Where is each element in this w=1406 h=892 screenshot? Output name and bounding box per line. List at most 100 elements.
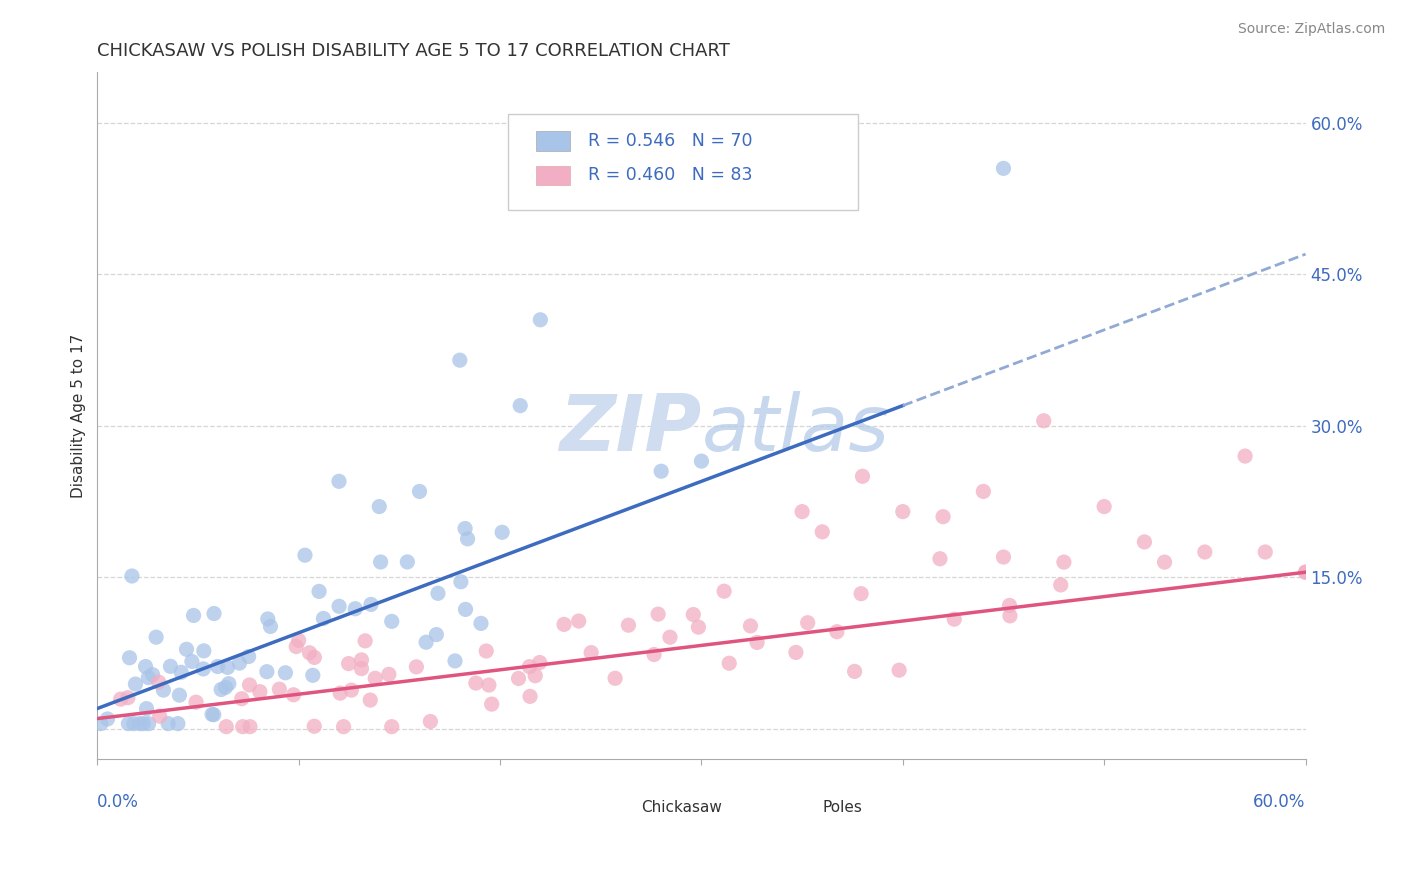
- Point: [1092, 500, 1115, 514]
- Point: [579, 646, 602, 660]
- Point: [932, 509, 955, 524]
- Point: [340, 683, 363, 698]
- Point: [308, 584, 330, 599]
- Point: [415, 635, 437, 649]
- Point: [370, 555, 392, 569]
- Point: [329, 686, 352, 700]
- Point: [215, 720, 238, 734]
- Point: [96, 712, 118, 726]
- Point: [124, 677, 146, 691]
- Point: [259, 619, 281, 633]
- Point: [478, 678, 501, 692]
- Point: [368, 500, 391, 514]
- FancyBboxPatch shape: [508, 113, 859, 210]
- Text: R = 0.460   N = 83: R = 0.460 N = 83: [588, 167, 752, 185]
- Point: [138, 716, 160, 731]
- Point: [509, 399, 531, 413]
- Point: [152, 683, 174, 698]
- Point: [643, 648, 665, 662]
- Point: [256, 612, 278, 626]
- Point: [118, 650, 141, 665]
- Text: R = 0.546   N = 70: R = 0.546 N = 70: [588, 132, 752, 150]
- Point: [617, 618, 640, 632]
- Point: [169, 688, 191, 702]
- Point: [713, 584, 735, 599]
- Point: [157, 716, 180, 731]
- Point: [312, 611, 335, 625]
- Point: [360, 598, 382, 612]
- Point: [491, 525, 513, 540]
- Point: [350, 653, 373, 667]
- Text: CHICKASAW VS POLISH DISABILITY AGE 5 TO 17 CORRELATION CHART: CHICKASAW VS POLISH DISABILITY AGE 5 TO …: [97, 42, 730, 60]
- Point: [529, 313, 551, 327]
- Point: [128, 716, 150, 731]
- Point: [283, 688, 305, 702]
- Point: [849, 587, 872, 601]
- Point: [285, 640, 308, 654]
- Point: [304, 650, 326, 665]
- Text: atlas: atlas: [702, 392, 890, 467]
- Point: [359, 693, 381, 707]
- Point: [419, 714, 441, 729]
- Point: [1295, 565, 1317, 579]
- Point: [328, 475, 350, 489]
- Text: Poles: Poles: [823, 799, 862, 814]
- Point: [344, 601, 367, 615]
- Text: Chickasaw: Chickasaw: [641, 799, 721, 814]
- Point: [249, 684, 271, 698]
- Point: [274, 665, 297, 680]
- Point: [785, 645, 807, 659]
- Point: [256, 665, 278, 679]
- Point: [740, 619, 762, 633]
- Point: [524, 669, 547, 683]
- Point: [943, 612, 966, 626]
- Point: [228, 656, 250, 670]
- Point: [298, 646, 321, 660]
- Point: [176, 642, 198, 657]
- Point: [207, 659, 229, 673]
- Point: [457, 532, 479, 546]
- Point: [337, 657, 360, 671]
- Point: [378, 667, 401, 681]
- FancyBboxPatch shape: [782, 796, 820, 817]
- Text: 0.0%: 0.0%: [97, 793, 139, 812]
- Point: [811, 524, 834, 539]
- Point: [796, 615, 818, 630]
- Point: [475, 644, 498, 658]
- Point: [217, 660, 239, 674]
- Point: [825, 624, 848, 639]
- Point: [121, 569, 143, 583]
- Point: [138, 671, 160, 685]
- Text: 60.0%: 60.0%: [1253, 793, 1306, 812]
- Point: [603, 671, 626, 685]
- FancyBboxPatch shape: [536, 131, 569, 151]
- Point: [568, 614, 591, 628]
- Point: [238, 649, 260, 664]
- Point: [132, 716, 155, 731]
- Point: [650, 464, 672, 478]
- Point: [149, 709, 172, 723]
- Point: [929, 551, 952, 566]
- Point: [887, 663, 910, 677]
- Point: [332, 720, 354, 734]
- Point: [193, 662, 215, 676]
- Point: [993, 549, 1015, 564]
- Point: [232, 720, 254, 734]
- Point: [405, 660, 427, 674]
- Point: [238, 678, 260, 692]
- Point: [142, 667, 165, 681]
- Point: [350, 662, 373, 676]
- Point: [354, 633, 377, 648]
- Point: [519, 690, 541, 704]
- Point: [180, 655, 202, 669]
- Point: [231, 691, 253, 706]
- Point: [328, 599, 350, 614]
- Point: [891, 505, 914, 519]
- Point: [481, 697, 503, 711]
- Point: [364, 671, 387, 685]
- Point: [454, 522, 477, 536]
- Point: [444, 654, 467, 668]
- Point: [145, 630, 167, 644]
- Point: [449, 353, 471, 368]
- Point: [201, 707, 224, 722]
